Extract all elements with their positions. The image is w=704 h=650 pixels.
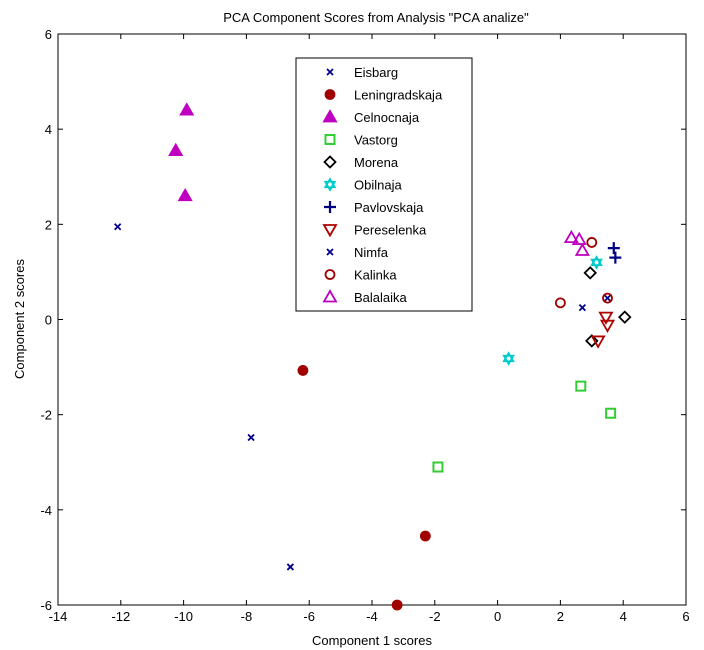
x-tick-label: 6	[682, 609, 689, 624]
point-obilnaja	[502, 351, 515, 366]
point-eisbarg	[247, 433, 255, 442]
point-vastorg	[605, 407, 617, 419]
legend-label-obilnaja: Obilnaja	[354, 178, 402, 193]
legend-marker-balalaika	[322, 289, 338, 303]
legend-label-pereselenka: Pereselenka	[354, 223, 427, 238]
point-vastorg	[575, 380, 587, 392]
point-pereselenka	[599, 319, 616, 334]
legend-label-nimfa: Nimfa	[354, 245, 389, 260]
point-nimfa	[578, 303, 587, 312]
y-axis-label: Component 2 scores	[12, 259, 27, 379]
point-leningradskaja	[297, 365, 309, 376]
point-morena	[583, 266, 598, 280]
legend-marker-morena	[323, 155, 337, 169]
legend-marker-leningradskaja	[324, 89, 336, 100]
chart-title: PCA Component Scores from Analysis "PCA …	[223, 10, 529, 25]
legend-label-pavlovskaja: Pavlovskaja	[354, 200, 424, 215]
point-celnocnaja	[179, 102, 195, 116]
legend-label-vastorg: Vastorg	[354, 133, 398, 148]
y-tick-label: 4	[45, 122, 52, 137]
point-celnocnaja	[168, 142, 184, 156]
legend-label-kalinka: Kalinka	[354, 268, 397, 283]
legend-label-leningradskaja: Leningradskaja	[354, 88, 443, 103]
y-tick-label: -2	[40, 408, 52, 423]
x-tick-label: -8	[241, 609, 253, 624]
point-pereselenka	[598, 311, 614, 325]
point-nimfa	[603, 294, 612, 302]
y-tick-label: 0	[45, 313, 52, 328]
x-axis: -14 -12 -10 -8 -6 -4 -2 0 2 4 6	[49, 34, 690, 624]
legend-marker-nimfa	[326, 248, 334, 256]
point-balalaika	[571, 231, 587, 245]
point-balalaika	[574, 242, 590, 256]
point-obilnaja	[590, 255, 603, 270]
y-tick-label: -4	[40, 503, 52, 518]
point-kalinka	[602, 292, 613, 304]
legend-marker-vastorg	[324, 134, 336, 145]
point-morena	[617, 310, 632, 324]
point-leningradskaja	[391, 599, 403, 611]
point-pavlovskaja	[609, 251, 622, 264]
legend: Eisbarg Leningradskaja Celnocnaja Vastorg Mo…	[295, 57, 473, 312]
x-tick-label: 2	[557, 609, 564, 624]
y-tick-label: -6	[40, 598, 52, 613]
point-kalinka	[555, 297, 566, 309]
data-points	[114, 102, 632, 611]
legend-marker-pereselenka	[322, 224, 338, 238]
legend-marker-celnocnaja	[322, 109, 338, 123]
point-leningradskaja	[419, 530, 431, 542]
point-vastorg	[432, 461, 444, 473]
point-balalaika	[563, 229, 579, 244]
legend-marker-eisbarg	[326, 68, 334, 76]
legend-label-eisbarg: Eisbarg	[354, 65, 398, 80]
x-axis-label: Component 1 scores	[312, 633, 432, 648]
legend-label-morena: Morena	[354, 155, 399, 170]
x-tick-label: 4	[620, 609, 627, 624]
legend-marker-kalinka	[324, 269, 336, 280]
legend-marker-pavlovskaja	[324, 201, 336, 213]
x-tick-label: -14	[49, 609, 68, 624]
point-eisbarg	[114, 223, 122, 231]
x-tick-label: -4	[366, 609, 378, 624]
point-kalinka	[586, 237, 598, 248]
legend-box	[295, 57, 473, 312]
legend-label-balalaika: Balalaika	[354, 290, 408, 305]
point-celnocnaja	[177, 187, 193, 202]
point-pavlovskaja	[607, 242, 620, 255]
point-eisbarg	[286, 563, 294, 571]
y-tick-label: 2	[45, 217, 52, 232]
x-tick-label: -6	[303, 609, 315, 624]
x-tick-label: -12	[111, 609, 130, 624]
legend-marker-obilnaja	[323, 177, 337, 192]
y-axis: -6 -4 -2 0 2 4 6	[40, 27, 686, 613]
legend-label-celnocnaja: Celnocnaja	[354, 110, 420, 125]
point-pereselenka	[590, 335, 606, 349]
x-tick-label: -10	[174, 609, 193, 624]
point-morena	[585, 334, 599, 348]
y-tick-label: 6	[45, 27, 52, 42]
x-tick-label: 0	[494, 609, 501, 624]
x-tick-label: -2	[429, 609, 441, 624]
